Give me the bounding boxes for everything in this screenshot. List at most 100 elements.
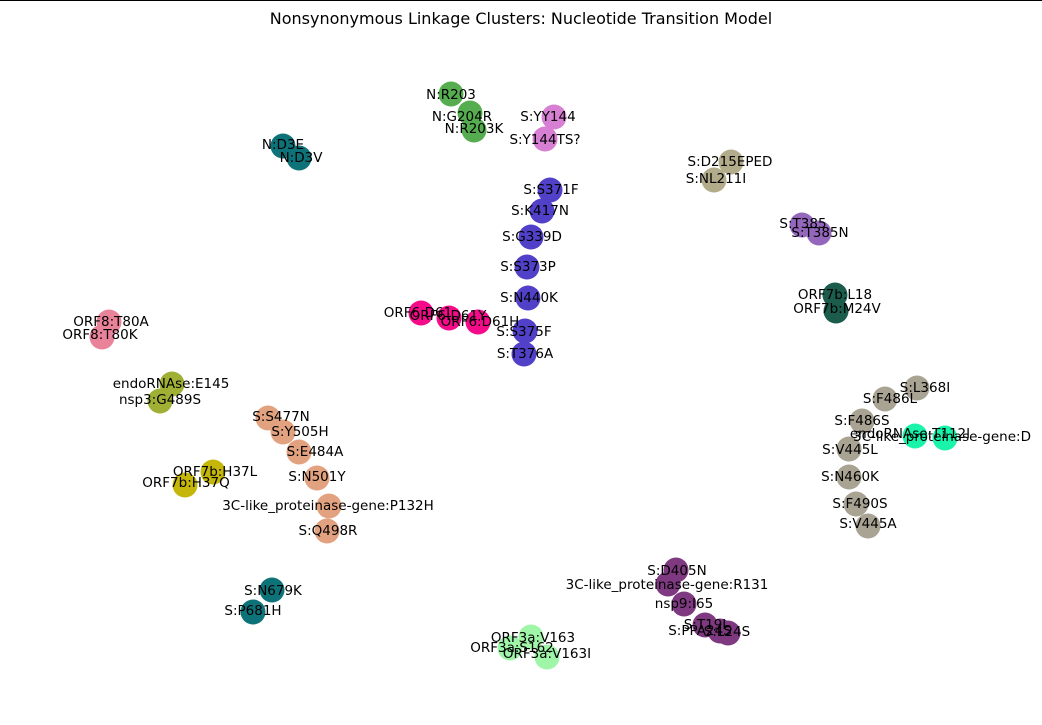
graph-node bbox=[655, 571, 681, 597]
node-label: 3C-like_proteinase-gene:D bbox=[853, 429, 1031, 445]
node-label: S:K417N bbox=[511, 203, 569, 219]
node-label: S:YY144 bbox=[520, 109, 575, 125]
graph-node bbox=[701, 167, 727, 193]
node-label: endoRNAse:E145 bbox=[113, 376, 230, 392]
graph-node bbox=[172, 472, 198, 498]
node-label: S:E484A bbox=[287, 444, 344, 460]
graph-node bbox=[541, 104, 567, 130]
node-label: S:Q498R bbox=[299, 523, 358, 539]
node-label: 3C-like_proteinase-gene:P132H bbox=[222, 498, 434, 514]
graph-node bbox=[286, 439, 312, 465]
graph-node bbox=[314, 518, 340, 544]
node-label: S:Y144TS? bbox=[509, 132, 580, 148]
node-label: S:V445L bbox=[822, 442, 878, 458]
figure-title: Nonsynonymous Linkage Clusters: Nucleoti… bbox=[269, 9, 773, 28]
graph-node bbox=[537, 177, 563, 203]
node-label: S:S371F bbox=[523, 182, 578, 198]
node-label: ORF7b:H37Q bbox=[142, 475, 229, 491]
figure-border bbox=[0, 0, 1042, 1]
node-label: S:P681H bbox=[224, 603, 281, 619]
node-label: S:T385N bbox=[791, 225, 848, 241]
node-label: S:T19I bbox=[684, 617, 727, 633]
graph-node bbox=[823, 298, 849, 324]
graph-node bbox=[518, 224, 544, 250]
graph-node bbox=[515, 285, 541, 311]
graph-node bbox=[438, 81, 464, 107]
graph-node bbox=[707, 618, 733, 644]
node-label: ORF7b:H37L bbox=[173, 464, 258, 480]
graph-node bbox=[671, 591, 697, 617]
node-label: N:R203 bbox=[426, 87, 476, 103]
graph-node bbox=[497, 635, 523, 661]
graph-node bbox=[518, 624, 544, 650]
graph-node bbox=[436, 305, 462, 331]
node-label: S:D215EPED bbox=[688, 154, 773, 170]
node-label: S:F486S bbox=[834, 413, 889, 429]
node-label: S:N440K bbox=[500, 290, 559, 306]
node-label: ORF6:D61H bbox=[441, 314, 520, 330]
graph-node bbox=[408, 300, 434, 326]
node-label: S:S373P bbox=[500, 259, 556, 275]
graph-node bbox=[836, 464, 862, 490]
node-label: S:F490S bbox=[832, 496, 887, 512]
graph-node bbox=[512, 318, 538, 344]
graph-node bbox=[849, 408, 875, 434]
graph-node bbox=[240, 599, 266, 625]
node-label: ORF3a:V163 bbox=[491, 630, 575, 646]
graph-node bbox=[200, 459, 226, 485]
node-label: ORF6:D61Y bbox=[410, 308, 487, 324]
graph-node bbox=[836, 436, 862, 462]
node-label: ORF6:D61 bbox=[384, 305, 452, 321]
node-label: N:G204R bbox=[432, 109, 492, 125]
node-label: ORF8:T80K bbox=[62, 327, 138, 343]
node-label: S:NL211I bbox=[686, 171, 747, 187]
node-label: N:D3E bbox=[262, 137, 304, 153]
graph-node bbox=[461, 117, 487, 143]
graph-node bbox=[855, 513, 881, 539]
node-label: S:Y505H bbox=[271, 424, 328, 440]
graph-node bbox=[89, 324, 115, 350]
graph-node bbox=[511, 341, 537, 367]
node-label: nsp9:I65 bbox=[655, 596, 713, 612]
graph-node bbox=[259, 577, 285, 603]
node-label: S:S375F bbox=[496, 324, 551, 340]
graph-node bbox=[534, 644, 560, 670]
graph-node bbox=[902, 423, 928, 449]
graph-node bbox=[904, 375, 930, 401]
graph-node bbox=[932, 425, 958, 451]
node-label: ORF3a:S162 bbox=[470, 640, 554, 656]
graph-nodes bbox=[89, 81, 958, 670]
graph-node bbox=[514, 254, 540, 280]
node-label: S:D405N bbox=[647, 563, 706, 579]
node-label: ORF8:T80A bbox=[73, 314, 149, 330]
graph-node bbox=[147, 388, 173, 414]
node-label: ORF3a:V163I bbox=[503, 646, 591, 662]
node-label: endoRNAse:T112I bbox=[850, 426, 970, 442]
node-label: S:V445A bbox=[839, 516, 897, 532]
graph-node bbox=[304, 465, 330, 491]
graph-node bbox=[532, 126, 558, 152]
graph-node bbox=[529, 198, 555, 224]
node-label: S:F486L bbox=[863, 391, 918, 407]
node-label: S:N501Y bbox=[288, 469, 346, 485]
node-label: S:S477N bbox=[252, 409, 310, 425]
graph-node bbox=[806, 220, 832, 246]
node-label: S:PPA24S bbox=[668, 623, 732, 639]
graph-node bbox=[718, 149, 744, 175]
node-label: ORF7b:M24V bbox=[793, 301, 881, 317]
node-label: S:N679K bbox=[244, 583, 303, 599]
node-label: S:L24S bbox=[704, 624, 750, 640]
graph-node bbox=[872, 386, 898, 412]
node-label: nsp3:G489S bbox=[119, 392, 201, 408]
node-label: 3C-like_proteinase-gene:R131 bbox=[566, 577, 769, 593]
node-label: N:D3V bbox=[280, 150, 324, 166]
graph-node bbox=[270, 419, 296, 445]
graph-node bbox=[316, 493, 342, 519]
graph-node bbox=[465, 309, 491, 335]
graph-node bbox=[843, 491, 869, 517]
graph-node bbox=[286, 145, 312, 171]
node-label: ORF7b:L18 bbox=[798, 287, 872, 303]
